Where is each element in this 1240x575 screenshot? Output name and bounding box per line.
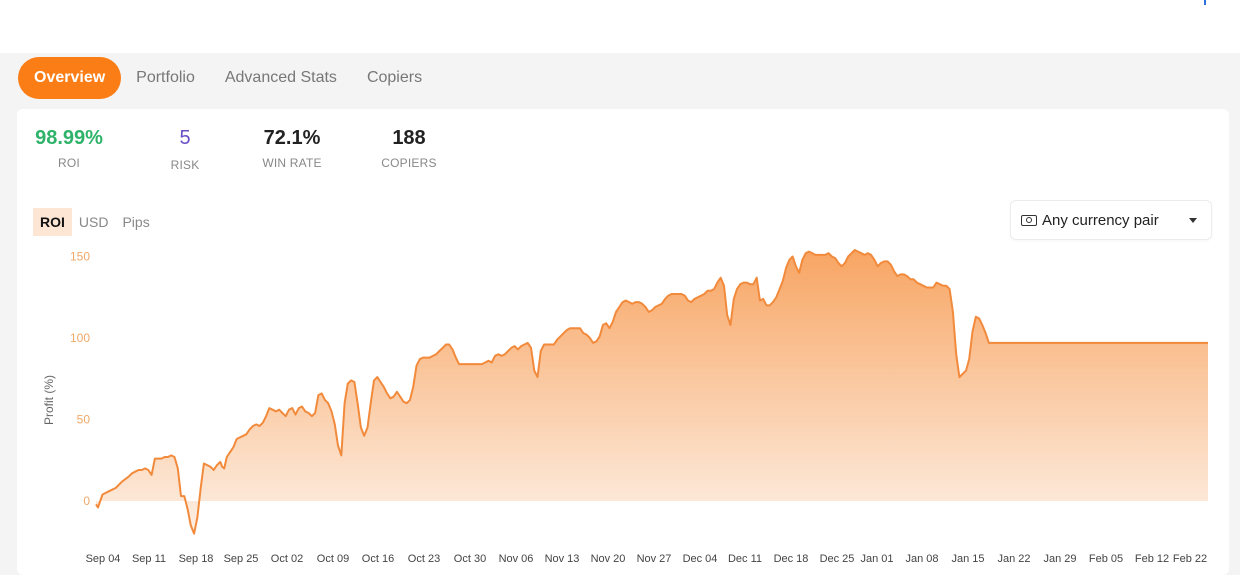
x-tick-label: Dec 04 (683, 553, 718, 565)
x-tick-label: Sep 25 (224, 553, 259, 565)
stat-win-rate: 72.1% WIN RATE (258, 126, 326, 170)
y-tick-label: 150 (70, 250, 90, 264)
series-line (95, 249, 1208, 535)
currency-pair-value: Any currency pair (1042, 211, 1159, 229)
tab-portfolio[interactable]: Portfolio (136, 69, 195, 86)
stat-risk-label: RISK (170, 158, 200, 172)
x-tick-label: Oct 16 (362, 553, 394, 565)
stat-roi-value: 98.99% (35, 127, 103, 149)
series-area (96, 250, 1208, 534)
tab-bar: Overview Portfolio Advanced Stats Copier… (18, 57, 437, 99)
x-tick-label: Feb 05 (1089, 553, 1123, 565)
x-tick-label: Jan 08 (905, 553, 938, 565)
chart-metric-toggle: ROI USD Pips (33, 208, 157, 236)
stat-copiers-value: 188 (392, 127, 426, 149)
x-tick-label: Nov 27 (637, 553, 672, 565)
x-tick-label: Jan 29 (1043, 553, 1076, 565)
caret-down-icon (1189, 218, 1197, 223)
x-tick-label: Jan 15 (951, 553, 984, 565)
stat-risk: 5 RISK (165, 126, 205, 172)
x-tick-label: Feb 22 (1173, 553, 1207, 565)
tab-advanced-stats[interactable]: Advanced Stats (224, 69, 337, 86)
top-edge-mark (1204, 0, 1206, 5)
x-tick-label: Nov 20 (591, 553, 626, 565)
x-tick-label: Dec 25 (820, 553, 855, 565)
x-tick-label: Dec 11 (728, 553, 762, 565)
x-tick-label: Jan 01 (860, 553, 893, 565)
y-tick-label: 0 (83, 494, 90, 508)
x-tick-label: Feb 12 (1135, 553, 1169, 565)
y-tick-label: 50 (77, 413, 91, 427)
x-tick-label: Nov 06 (499, 553, 534, 565)
x-tick-label: Dec 18 (774, 553, 809, 565)
money-icon (1021, 214, 1037, 226)
toggle-roi[interactable]: ROI (33, 208, 72, 236)
y-tick-label: 100 (70, 331, 90, 345)
x-tick-label: Oct 09 (317, 553, 349, 565)
x-tick-label: Sep 18 (179, 553, 214, 565)
stat-win-rate-label: WIN RATE (262, 156, 322, 170)
currency-pair-select[interactable]: Any currency pair (1010, 200, 1212, 240)
stat-copiers: 188 COPIERS (378, 126, 440, 170)
x-tick-label: Oct 02 (271, 553, 303, 565)
stat-copiers-label: COPIERS (381, 156, 437, 170)
x-tick-label: Sep 04 (86, 553, 121, 565)
stat-roi-label: ROI (58, 156, 80, 170)
x-tick-label: Oct 30 (454, 553, 486, 565)
x-tick-label: Sep 11 (132, 553, 166, 565)
x-tick-label: Oct 23 (408, 553, 440, 565)
stat-risk-value: 5 (179, 127, 191, 149)
tab-overview[interactable]: Overview (18, 57, 122, 99)
x-tick-label: Nov 13 (545, 553, 580, 565)
toggle-pips[interactable]: Pips (122, 214, 150, 230)
toggle-usd[interactable]: USD (78, 214, 109, 230)
stat-win-rate-value: 72.1% (263, 127, 321, 149)
y-axis-label: Profit (%) (42, 375, 56, 425)
stat-roi: 98.99% ROI (33, 126, 105, 170)
tab-copiers[interactable]: Copiers (366, 69, 423, 86)
x-tick-label: Jan 22 (997, 553, 1030, 565)
